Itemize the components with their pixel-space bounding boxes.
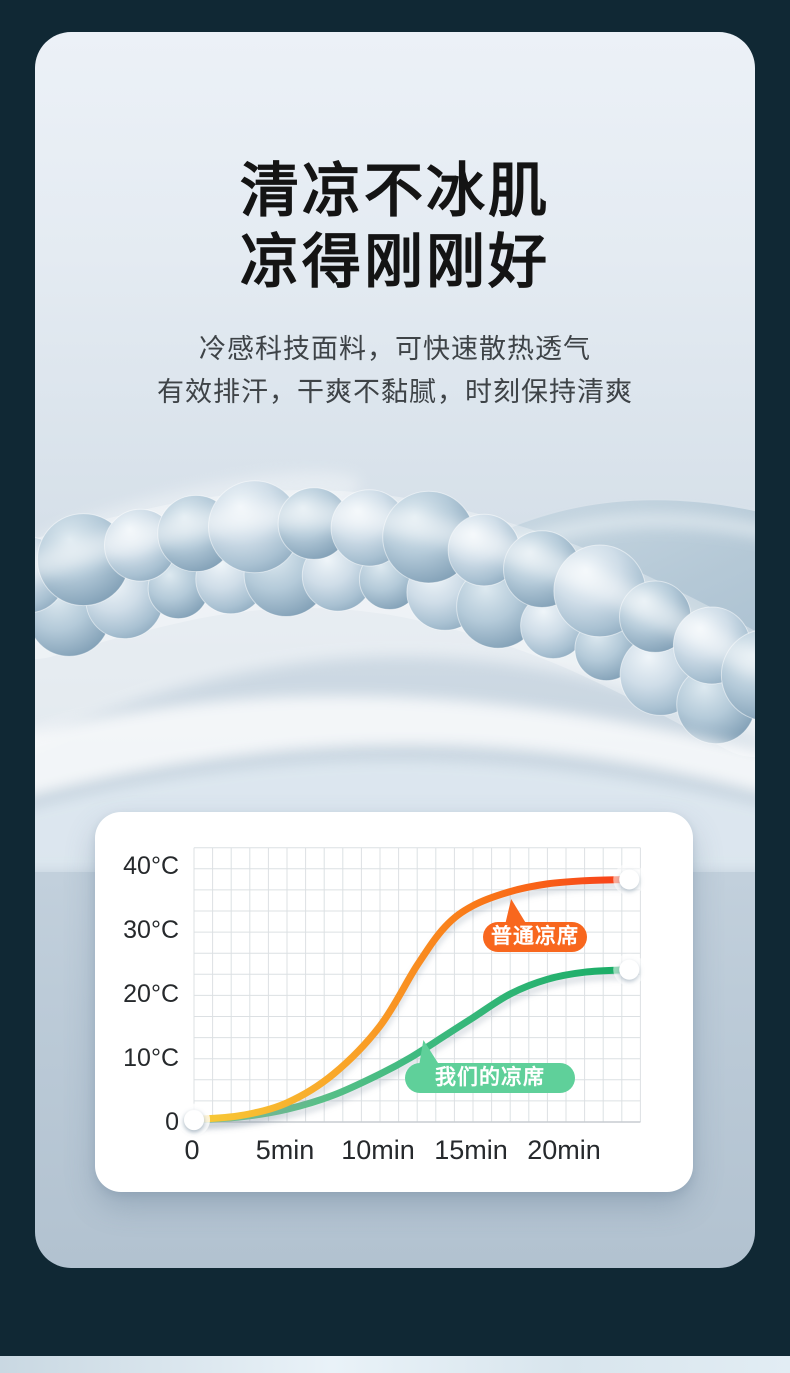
x-tick-5min: 5min	[255, 1135, 315, 1165]
y-tick-10c: 10°C	[123, 1044, 179, 1072]
headline: 清凉不冰肌 凉得刚刚好	[35, 156, 755, 298]
subheadline: 冷感科技面料，可快速散热透气 有效排汗，干爽不黏腻，时刻保持清爽	[35, 328, 755, 414]
callout-ordinary-label: 普通凉席	[491, 925, 579, 948]
subheadline-line-1: 冷感科技面料，可快速散热透气	[199, 334, 591, 364]
subheadline-line-2: 有效排汗，干爽不黏腻，时刻保持清爽	[157, 377, 633, 407]
callout-our-mat: 我们的凉席	[405, 1040, 575, 1093]
headline-line-2: 凉得刚刚好	[239, 229, 550, 295]
x-tick-15min: 15min	[434, 1135, 508, 1165]
y-tick-0: 0	[165, 1108, 179, 1136]
temperature-chart-card: 40°C 30°C 20°C 10°C 0 0 5min 10min 15min…	[95, 812, 693, 1192]
product-info-card: 清凉不冰肌 凉得刚刚好 冷感科技面料，可快速散热透气 有效排汗，干爽不黏腻，时刻…	[35, 32, 755, 1268]
cooling-gel-beads-illustration	[35, 471, 755, 872]
temperature-line-chart	[178, 847, 646, 1137]
x-tick-10min: 10min	[341, 1135, 415, 1165]
y-tick-40c: 40°C	[123, 852, 179, 880]
headline-line-1: 清凉不冰肌	[239, 158, 550, 224]
callout-ordinary-mat: 普通凉席	[483, 899, 587, 952]
callout-our-label: 我们的凉席	[435, 1066, 545, 1089]
x-axis-ticks: 0 5min 10min 15min 20min	[95, 812, 693, 1192]
y-axis-ticks: 40°C 30°C 20°C 10°C 0	[95, 812, 183, 1192]
y-tick-30c: 30°C	[123, 916, 179, 944]
next-section-peek	[0, 1356, 790, 1373]
y-tick-20c: 20°C	[123, 980, 179, 1008]
x-tick-20min: 20min	[527, 1135, 601, 1165]
x-tick-0: 0	[184, 1135, 200, 1165]
